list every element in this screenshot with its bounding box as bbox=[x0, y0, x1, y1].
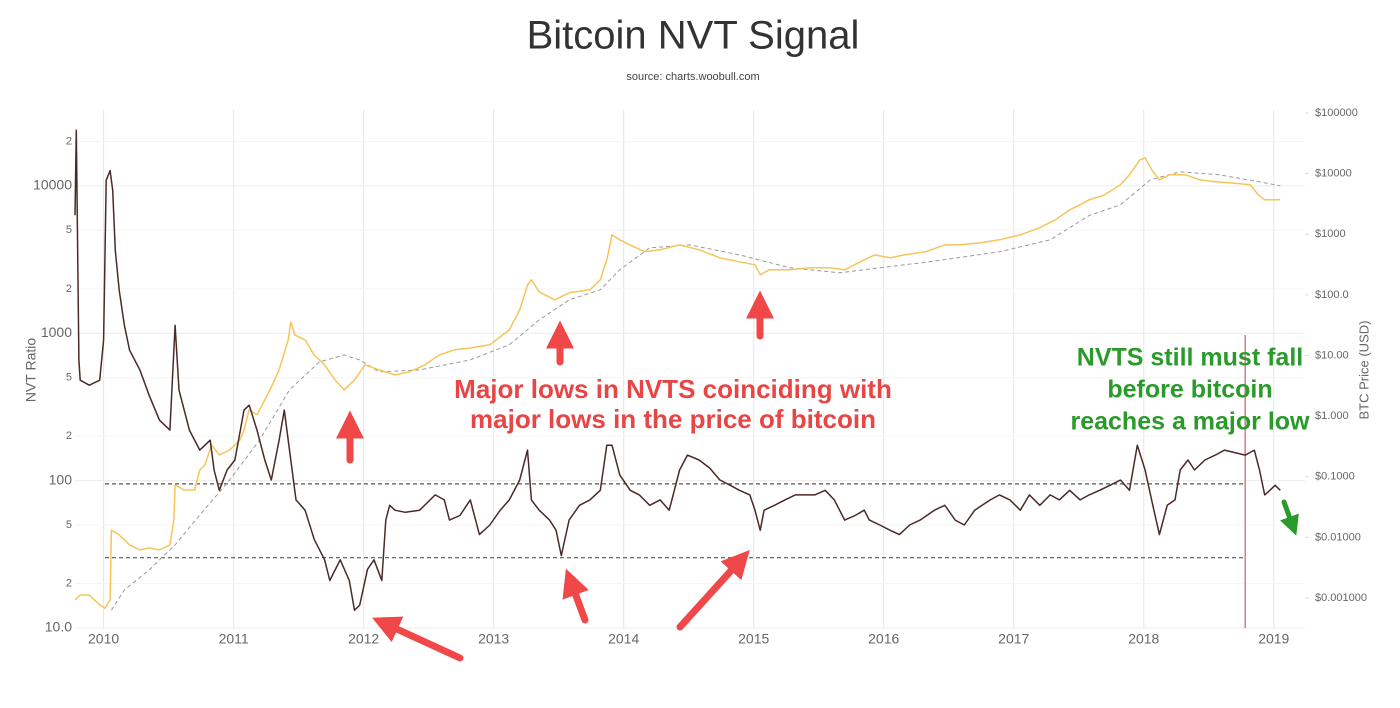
chart-title: Bitcoin NVT Signal bbox=[527, 14, 860, 58]
annotation: Major lows in NVTS coinciding with bbox=[454, 374, 892, 404]
y-tick-label: 1000 bbox=[41, 324, 72, 340]
arrow bbox=[562, 568, 589, 624]
y-tick-label: 10000 bbox=[33, 177, 72, 193]
y-tick-label: 5 bbox=[66, 224, 72, 236]
chart-subtitle: source: charts.woobull.com bbox=[626, 71, 759, 83]
arrow bbox=[1280, 499, 1299, 536]
series-line bbox=[74, 157, 1281, 609]
y-tick-label: 5 bbox=[66, 519, 72, 531]
arrow bbox=[676, 550, 750, 631]
y2-axis-title: BTC Price (USD) bbox=[1356, 321, 1371, 420]
x-tick-label: 2018 bbox=[1128, 631, 1159, 647]
x-tick-label: 2011 bbox=[219, 631, 249, 647]
y-tick-label: 10.0 bbox=[45, 619, 72, 635]
x-tick-label: 2014 bbox=[608, 631, 639, 647]
x-tick-label: 2013 bbox=[478, 631, 509, 647]
annotation: before bitcoin bbox=[1107, 376, 1272, 404]
plot-area bbox=[74, 129, 1281, 628]
x-tick-label: 2012 bbox=[348, 631, 379, 647]
grid bbox=[75, 110, 1309, 629]
y-tick-label: 2 bbox=[66, 135, 72, 147]
y-axis-title: NVT Ratio bbox=[23, 338, 39, 403]
arrow bbox=[372, 616, 464, 662]
annotation: reaches a major low bbox=[1070, 408, 1310, 436]
x-tick-label: 2010 bbox=[88, 631, 119, 647]
annotation: major lows in the price of bitcoin bbox=[470, 404, 876, 434]
y2-tick-label: $100.0 bbox=[1315, 289, 1349, 301]
y2-tick-label: $10000 bbox=[1315, 168, 1352, 180]
series-line bbox=[110, 171, 1281, 611]
y2-tick-label: $0.1000 bbox=[1315, 471, 1355, 483]
annotation: NVTS still must fall bbox=[1077, 344, 1303, 372]
x-tick-label: 2019 bbox=[1258, 631, 1289, 647]
y2-tick-label: $1.000 bbox=[1315, 410, 1349, 422]
y2-tick-label: $0.01000 bbox=[1315, 531, 1361, 543]
x-tick-label: 2017 bbox=[998, 631, 1029, 647]
x-tick-label: 2016 bbox=[868, 631, 899, 647]
arrows bbox=[336, 290, 1299, 662]
y2-tick-label: $1000 bbox=[1315, 228, 1346, 240]
y2-tick-label: $100000 bbox=[1315, 107, 1358, 119]
y-tick-label: 2 bbox=[66, 430, 72, 442]
series-line bbox=[74, 129, 1281, 611]
y2-tick-label: $10.00 bbox=[1315, 349, 1349, 361]
y-tick-label: 100 bbox=[49, 471, 73, 487]
y-tick-label: 5 bbox=[66, 371, 72, 383]
y-tick-label: 2 bbox=[66, 578, 72, 590]
y-tick-label: 2 bbox=[66, 283, 72, 295]
x-tick-label: 2015 bbox=[738, 631, 769, 647]
y2-tick-label: $0.001000 bbox=[1315, 592, 1367, 604]
